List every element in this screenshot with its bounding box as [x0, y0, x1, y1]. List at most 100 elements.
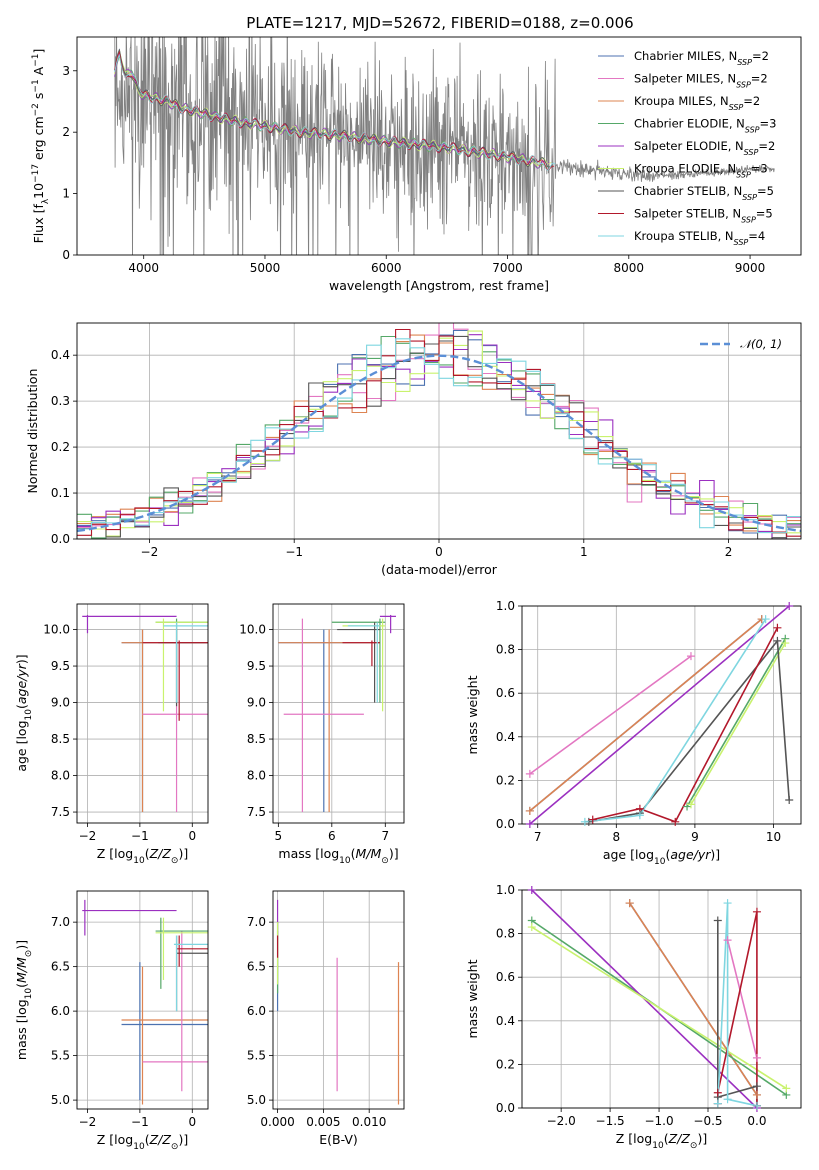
label-part: ⊙	[24, 950, 34, 958]
axes-residuals: −2 −1 0 1 2 0.0 0.1 0.2 0.3 0.4 (data-model)/error…	[25, 322, 802, 577]
y-tick-label: 5.0	[51, 1093, 70, 1107]
weight-marker	[761, 615, 770, 624]
weight-marker	[713, 1088, 722, 1097]
label-part: −17	[31, 164, 41, 183]
label-part: λ	[41, 198, 51, 204]
legend-n: , N	[729, 117, 745, 131]
x-tick-label: −1.0	[644, 1114, 673, 1128]
legend-label: Kroupa STELIB, NSSP=4	[634, 229, 765, 247]
legend-sub: SSP	[741, 215, 756, 224]
weight-marker	[723, 936, 732, 945]
weight-marker	[527, 886, 536, 894]
y-tick-label: 0.4	[496, 1014, 515, 1028]
y-axis-label: mass [log10(M/M⊙)]	[14, 940, 34, 1060]
x-tick-label: 8000	[614, 261, 645, 275]
y-tick-label: 0	[62, 248, 70, 262]
label-part: (	[665, 847, 670, 862]
label-part: Z [log	[97, 846, 133, 861]
axes-frame	[521, 605, 802, 825]
legend-label: Kroupa ELODIE, NSSP=3	[634, 162, 768, 180]
ticks-weight-vs-Z: −2.0 −1.5 −1.0 −0.5 0.0 0.0 0.2 0.4 0.6 0.8 1.0	[496, 883, 767, 1128]
x-tick-label: 7	[534, 830, 542, 844]
label-part: (	[351, 846, 356, 861]
y-tick-label: 0.2	[51, 440, 70, 454]
label-part: ⊙	[171, 856, 179, 866]
y-axis-label: age [log10(age/yr)]	[14, 654, 34, 771]
y-tick-label: 0.2	[496, 773, 515, 787]
weight-marker	[752, 1053, 761, 1062]
x-tick-label: 0	[188, 1115, 196, 1129]
legend-sub: SSP	[734, 238, 749, 247]
ticks-residuals: −2 −1 0 1 2 0.0 0.1 0.2 0.3 0.4	[51, 348, 733, 559]
x-tick-label: 2	[725, 545, 733, 559]
label-part: s	[31, 93, 46, 104]
x-tick-label: −2	[79, 1115, 97, 1129]
axes-frame	[76, 322, 802, 540]
weight-marker	[625, 899, 634, 908]
legend-sub: SSP	[745, 125, 760, 134]
y-tick-label: 5.0	[247, 1093, 266, 1107]
plot-area-mass-vs-Z	[82, 899, 208, 1105]
label-part: Z/Z	[149, 1132, 172, 1147]
y-tick-label: 3	[62, 64, 70, 78]
label-part: )]	[710, 847, 720, 862]
weight-line	[531, 926, 787, 1090]
axes-spectrum: 4000 5000 6000 7000 8000 9000 0 1 2 3 wavelength […	[31, 36, 802, 293]
model-spectrum	[114, 53, 556, 171]
y-tick-label: 7.5	[51, 805, 70, 819]
x-tick-label: 9000	[735, 261, 766, 275]
weight-marker	[525, 820, 534, 828]
x-tick-label: 0	[188, 829, 196, 843]
legend-n: , N	[725, 207, 741, 221]
legend-sub: SSP	[729, 103, 744, 112]
legend-n: , N	[721, 49, 737, 63]
x-tick-label: −1	[131, 829, 149, 843]
label-part: Z [log	[616, 1131, 652, 1146]
x-axis-label: wavelength [Angstrom, rest frame]	[329, 278, 549, 293]
y-tick-label: 8.0	[247, 769, 266, 783]
label-part: Z/Z	[149, 846, 172, 861]
y-axis-label: Normed distribution	[25, 369, 40, 494]
legend-n: , N	[728, 139, 744, 153]
y-tick-label: 0.0	[51, 532, 70, 546]
legend-n: , N	[720, 72, 736, 86]
histogram-step	[77, 323, 801, 539]
label-part: ⊙	[690, 1141, 698, 1151]
label-part: )]	[14, 654, 29, 664]
legend-sub: SSP	[742, 193, 757, 202]
x-axis-label: age [log10(age/yr)]	[603, 847, 720, 867]
normal-curve	[77, 354, 801, 533]
x-tick-label: 0	[435, 545, 443, 559]
legend-name: Salpeter STELIB	[634, 207, 725, 221]
label-part: mass [log	[278, 846, 339, 861]
legend-name: Chabrier MILES	[634, 49, 721, 63]
label-part: −1	[31, 79, 41, 92]
y-tick-label: 0.6	[496, 970, 515, 984]
label-part: −1	[31, 54, 41, 67]
weight-line	[529, 655, 692, 775]
weight-marker	[635, 811, 644, 820]
legend-name: Salpeter ELODIE	[634, 139, 728, 153]
axes-frame	[76, 36, 802, 256]
legend-sub: SSP	[736, 80, 751, 89]
label-part: 10	[31, 183, 46, 199]
y-tick-label: 8.5	[51, 732, 70, 746]
y-tick-label: 0.1	[51, 486, 70, 500]
label-part: 10	[24, 709, 34, 721]
legend-nssp: =2	[751, 72, 768, 86]
y-tick-label: 9.5	[51, 659, 70, 673]
label-part: (	[14, 704, 29, 709]
x-tick-label: 4000	[128, 261, 159, 275]
plot-area-weight-vs-age	[529, 606, 790, 824]
axes-weight-vs-Z: −2.0 −1.5 −1.0 −0.5 0.0 0.0 0.2 0.4 0.6 0.8 1.0 Z […	[465, 883, 802, 1151]
weight-marker	[686, 800, 695, 809]
grid-age-vs-mass	[273, 604, 404, 823]
label-part: )]	[14, 940, 29, 950]
y-axis-label: Flux [fλ10−17 erg cm−2 s−1 A−1]	[31, 49, 51, 244]
label-part: age/yr	[14, 663, 29, 704]
axes-frame	[76, 603, 209, 824]
y-tick-label: 0.8	[496, 927, 515, 941]
weight-marker	[773, 636, 782, 645]
